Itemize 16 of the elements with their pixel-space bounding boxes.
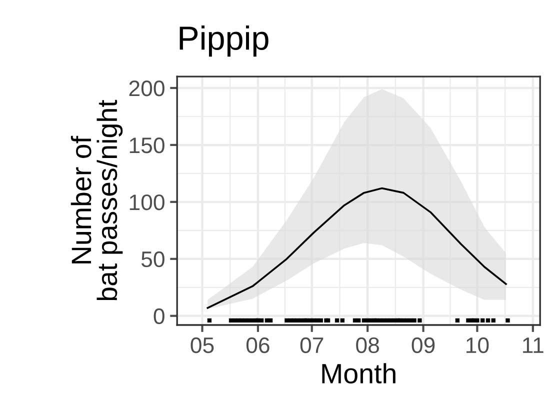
- y-tick-label: 150: [130, 137, 164, 154]
- chart-title: Pippip: [180, 26, 268, 57]
- line-series: [206, 187, 507, 309]
- x-tick-label: 08: [356, 337, 379, 354]
- x-tick-label: 07: [300, 337, 324, 354]
- y-tick-label: 0: [154, 308, 164, 324]
- x-tick-label: 05: [190, 337, 214, 354]
- x-tick-label: 09: [412, 337, 435, 354]
- y-tick-label: 50: [141, 251, 164, 268]
- x-tick-label: 10: [466, 337, 489, 354]
- x-axis-title: Month: [322, 363, 396, 384]
- y-tick-label: 100: [130, 194, 164, 210]
- y-axis-title: Number of bat passes/night: [70, 100, 123, 300]
- y-tick-label: 200: [129, 80, 164, 96]
- x-tick-label: 06: [246, 337, 270, 354]
- x-tick-label: 11: [523, 338, 544, 353]
